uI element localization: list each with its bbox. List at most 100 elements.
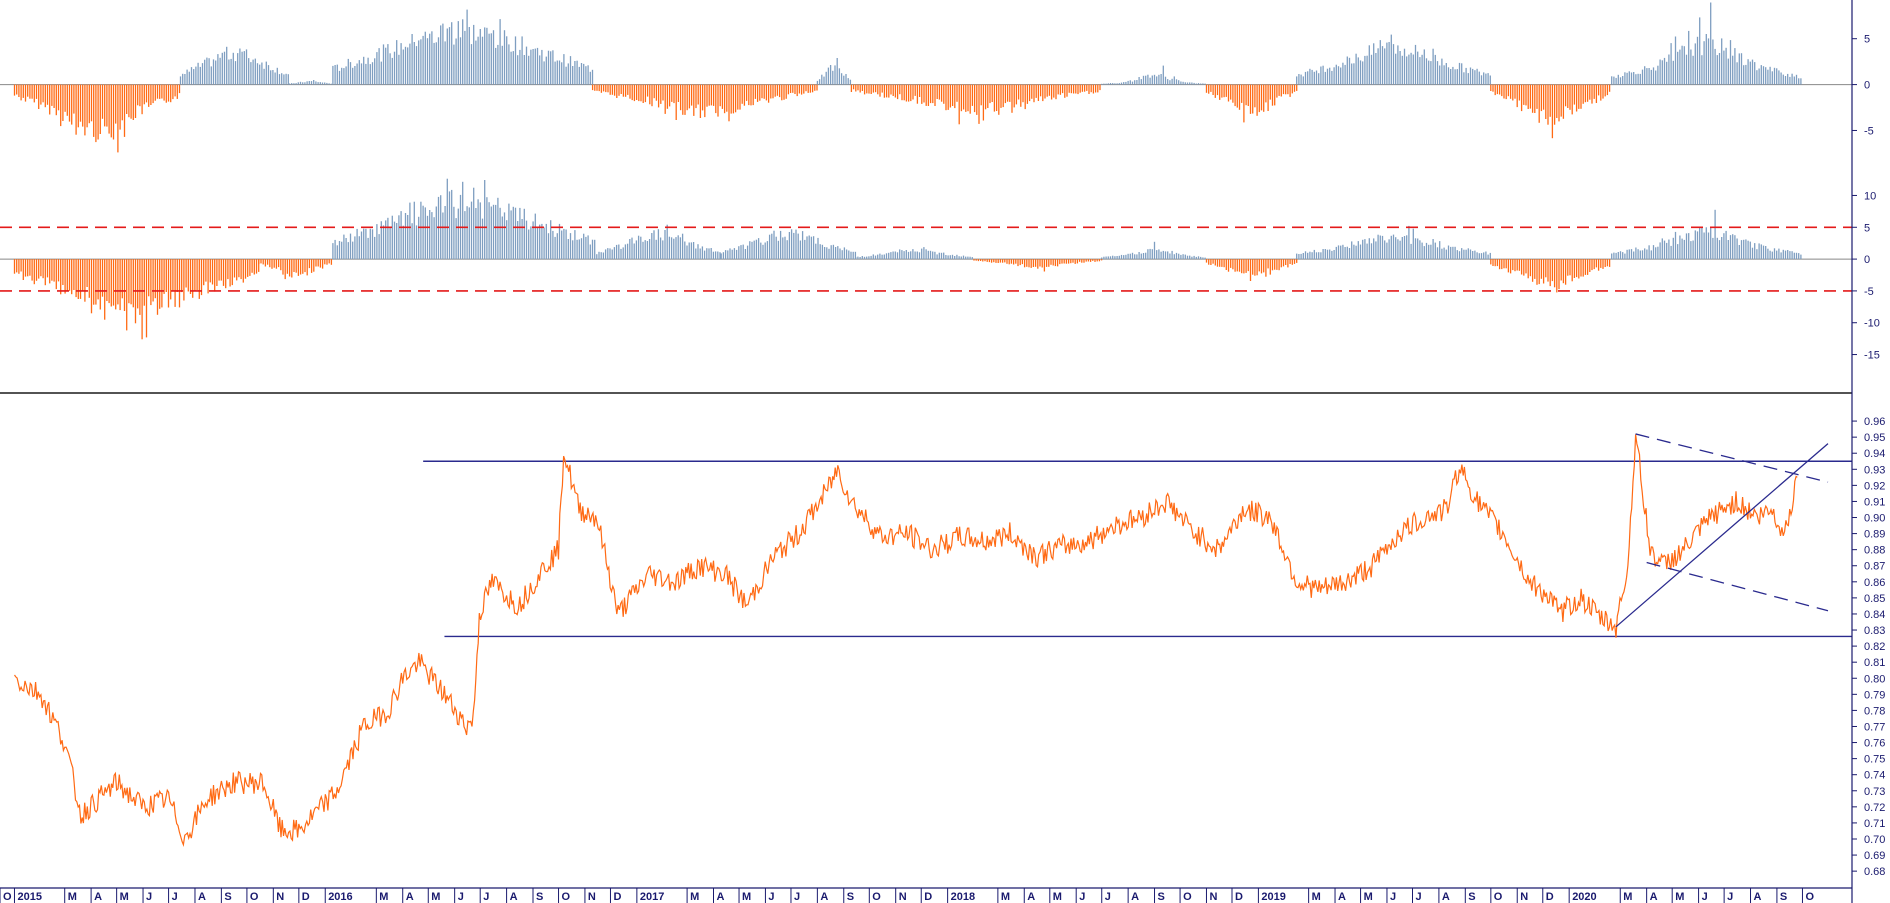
y-tick-label: 0.81 — [1864, 657, 1885, 669]
oscillator-panel-2 — [0, 178, 1852, 340]
x-tick-label: D — [302, 891, 310, 903]
x-tick-label: A — [820, 891, 828, 903]
y-tick-label: -5 — [1864, 125, 1874, 137]
x-tick-label: O — [3, 891, 12, 903]
y-tick-label: 0.93 — [1864, 464, 1885, 476]
y-tick-label: 0.73 — [1864, 786, 1885, 798]
y-tick-label: 0.84 — [1864, 609, 1885, 621]
x-tick-label: J — [483, 891, 489, 903]
x-tick-label: M — [690, 891, 699, 903]
x-tick-label: M — [379, 891, 388, 903]
x-tick-label: A — [1338, 891, 1346, 903]
x-tick-label: S — [847, 891, 854, 903]
x-tick-label: J — [172, 891, 178, 903]
y-tick-label: 0.74 — [1864, 770, 1885, 782]
y-tick-label: 0.88 — [1864, 545, 1885, 557]
x-tick-label: A — [510, 891, 518, 903]
x-tick-label: J — [1390, 891, 1396, 903]
y-tick-label: 0.80 — [1864, 673, 1885, 685]
y-tick-label: 0.69 — [1864, 850, 1885, 862]
y-tick-label: 0.79 — [1864, 689, 1885, 701]
y-tick-label: 0.89 — [1864, 529, 1885, 541]
y-tick-label: 0.72 — [1864, 802, 1885, 814]
x-tick-label: M — [1053, 891, 1062, 903]
x-tick-label: D — [1546, 891, 1554, 903]
x-tick-label: J — [146, 891, 152, 903]
x-tick-label: M — [1001, 891, 1010, 903]
y-tick-label: 0.91 — [1864, 496, 1885, 508]
x-tick-label: M — [742, 891, 751, 903]
y-tick-label: 5 — [1864, 222, 1870, 234]
y-tick-label: 0.78 — [1864, 705, 1885, 717]
x-tick-label: S — [224, 891, 231, 903]
x-tick-label: S — [1158, 891, 1165, 903]
x-tick-label: A — [198, 891, 206, 903]
y-tick-label: 0.82 — [1864, 641, 1885, 653]
x-tick-label: N — [1210, 891, 1218, 903]
oscillator-panel-1 — [0, 2, 1852, 153]
x-tick-label: O — [562, 891, 571, 903]
x-tick-label: M — [1675, 891, 1684, 903]
x-tick-label: 2016 — [328, 891, 352, 903]
x-tick-label: 2019 — [1261, 891, 1285, 903]
y-tick-label: 0.90 — [1864, 513, 1885, 525]
x-tick-label: O — [872, 891, 881, 903]
x-tick-label: 2017 — [640, 891, 664, 903]
x-tick-label: J — [1727, 891, 1733, 903]
trendline — [1635, 433, 1829, 483]
y-tick-label: 0.86 — [1864, 577, 1885, 589]
x-tick-label: A — [94, 891, 102, 903]
x-tick-label: A — [1442, 891, 1450, 903]
trendline — [1646, 561, 1829, 612]
y-tick-label: 0.68 — [1864, 866, 1885, 878]
y-tick-label: 0.92 — [1864, 480, 1885, 492]
x-tick-label: J — [768, 891, 774, 903]
x-tick-label: A — [1027, 891, 1035, 903]
x-tick-label: J — [1702, 891, 1708, 903]
x-tick-label: J — [1105, 891, 1111, 903]
x-tick-label: A — [1754, 891, 1762, 903]
y-tick-label: -15 — [1864, 350, 1880, 362]
price-line — [14, 434, 1798, 847]
x-tick-label: O — [1494, 891, 1503, 903]
y-tick-label: 10 — [1864, 190, 1876, 202]
y-tick-label: 5 — [1864, 34, 1870, 46]
y-tick-label: 0.71 — [1864, 818, 1885, 830]
x-tick-label: A — [1650, 891, 1658, 903]
x-tick-label: D — [614, 891, 622, 903]
x-tick-label: M — [1312, 891, 1321, 903]
x-tick-label: O — [1806, 891, 1815, 903]
y-tick-label: 0.87 — [1864, 561, 1885, 573]
x-tick-label: A — [406, 891, 414, 903]
y-tick-label: 0.83 — [1864, 625, 1885, 637]
x-tick-label: J — [1079, 891, 1085, 903]
x-tick-label: N — [1520, 891, 1528, 903]
y-tick-label: 0.95 — [1864, 432, 1885, 444]
x-tick-label: A — [717, 891, 725, 903]
x-tick-label: N — [899, 891, 907, 903]
x-tick-label: O — [1183, 891, 1192, 903]
y-tick-label: 0 — [1864, 254, 1870, 266]
x-tick-label: M — [1364, 891, 1373, 903]
x-tick-label: A — [1131, 891, 1139, 903]
x-tick-label: 2018 — [951, 891, 975, 903]
x-tick-label: D — [924, 891, 932, 903]
y-tick-label: 0.77 — [1864, 721, 1885, 733]
x-tick-label: S — [1468, 891, 1475, 903]
y-tick-label: 0.96 — [1864, 416, 1885, 428]
trendline — [1615, 443, 1829, 628]
x-tick-label: 2020 — [1572, 891, 1596, 903]
x-tick-label: M — [431, 891, 440, 903]
x-tick-label: S — [1780, 891, 1787, 903]
x-tick-label: J — [458, 891, 464, 903]
y-tick-label: 0 — [1864, 80, 1870, 92]
y-tick-label: 0.94 — [1864, 448, 1885, 460]
x-tick-label: N — [588, 891, 596, 903]
y-tick-label: 0.75 — [1864, 754, 1885, 766]
x-tick-label: J — [794, 891, 800, 903]
x-tick-label: M — [120, 891, 129, 903]
x-tick-label: J — [1416, 891, 1422, 903]
x-tick-label: 2015 — [18, 891, 42, 903]
